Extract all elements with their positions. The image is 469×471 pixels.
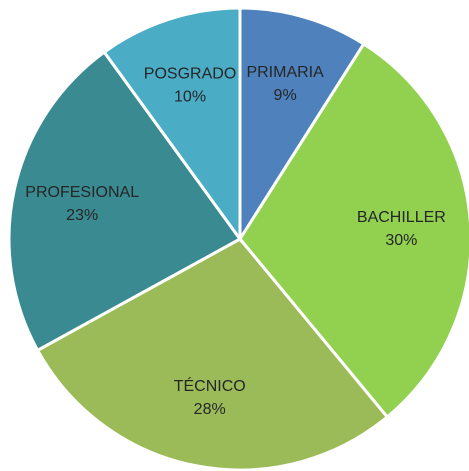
slice-value-label: 23% <box>66 207 98 224</box>
slice-value-label: 30% <box>385 232 417 249</box>
slice-value-label: 28% <box>194 401 226 418</box>
slice-label: POSGRADO <box>144 65 236 82</box>
pie-slice <box>35 237 390 471</box>
pie-slice <box>238 41 469 420</box>
slice-label: PRIMARIA <box>246 64 324 81</box>
pie-slice <box>7 50 243 353</box>
slice-value-label: 10% <box>174 88 206 105</box>
slice-label: TÉCNICO <box>174 376 246 395</box>
pie-slice <box>238 6 366 245</box>
pie-slice <box>102 6 242 244</box>
slice-value-label: 9% <box>274 87 297 104</box>
slice-label: BACHILLER <box>357 209 446 226</box>
slice-label: PROFESIONAL <box>25 184 139 201</box>
